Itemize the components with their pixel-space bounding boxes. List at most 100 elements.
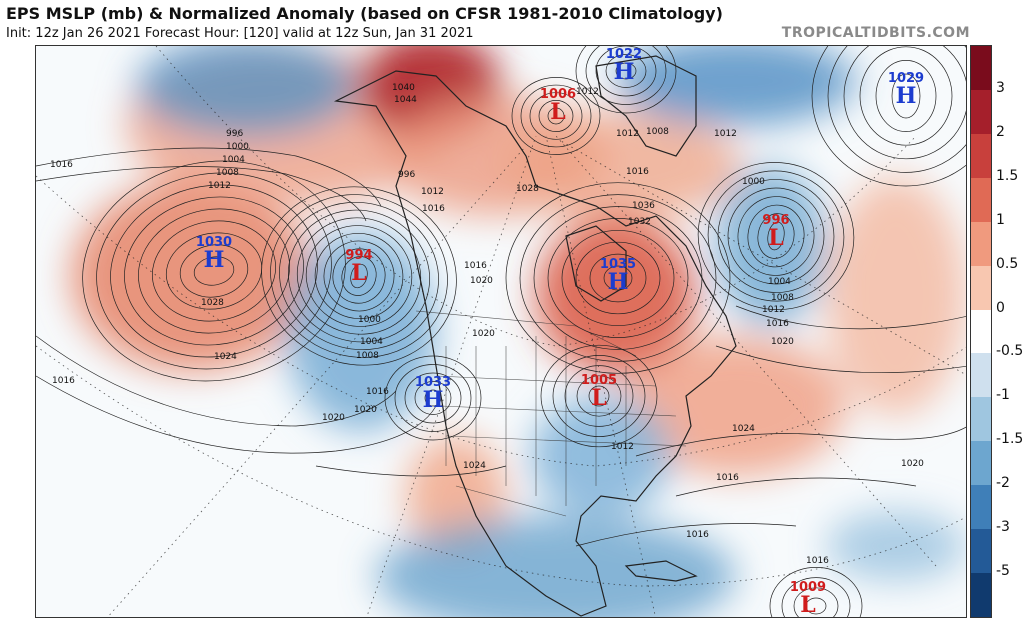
pressure-symbol: H bbox=[895, 83, 917, 109]
isobar-line bbox=[394, 364, 472, 432]
isobar-label: 1012 bbox=[762, 305, 785, 315]
isobar-line bbox=[769, 567, 863, 617]
low-pressure-center: 1005 L bbox=[569, 374, 629, 409]
anomaly-negative-tropics bbox=[826, 511, 966, 581]
isobar-line bbox=[547, 218, 689, 338]
isobar-line bbox=[576, 375, 622, 417]
isobar-label: 1020 bbox=[354, 405, 377, 415]
pressure-value: 1033 bbox=[414, 375, 452, 390]
isobar-line bbox=[341, 256, 377, 296]
isobar-line bbox=[505, 182, 731, 374]
isobar-line bbox=[110, 184, 318, 358]
isobar-label: 1016 bbox=[50, 160, 73, 170]
isobars bbox=[36, 46, 966, 617]
isobar-line bbox=[179, 244, 249, 298]
isobar-label: 1032 bbox=[628, 217, 651, 227]
colorbar-segment bbox=[971, 353, 991, 398]
isobar-line bbox=[296, 217, 422, 335]
isobar-line bbox=[575, 241, 661, 315]
isobar-label: 1016 bbox=[52, 376, 75, 386]
high-pressure-center: 1033 H bbox=[403, 376, 463, 411]
pressure-value: 1030 bbox=[195, 235, 233, 250]
isobar-line bbox=[589, 253, 647, 303]
isobar-label: 1012 bbox=[714, 129, 737, 139]
isobar-line bbox=[811, 46, 966, 187]
isobar-label: 1036 bbox=[632, 201, 655, 211]
pressure-symbol: L bbox=[591, 385, 607, 411]
isobar-line bbox=[635, 426, 966, 457]
anomaly-positive-atlantic bbox=[626, 336, 846, 476]
isobar-line bbox=[165, 232, 263, 310]
isobar-label: 1044 bbox=[394, 95, 417, 105]
isobar-line bbox=[727, 187, 825, 285]
isobar-line bbox=[605, 54, 647, 88]
isobar-label: 1020 bbox=[472, 329, 495, 339]
isobar-line bbox=[511, 77, 601, 155]
colorbar-segment bbox=[971, 485, 991, 530]
pressure-value: 1035 bbox=[599, 257, 637, 272]
isobar-line bbox=[82, 160, 346, 382]
isobar-label: 1016 bbox=[366, 387, 389, 397]
isobar-line bbox=[36, 166, 367, 222]
isobar-label: 1016 bbox=[716, 473, 739, 483]
isobar-line bbox=[270, 194, 448, 358]
isobar-label: 996 bbox=[398, 170, 415, 180]
isobar-line bbox=[404, 372, 462, 424]
chart-title: EPS MSLP (mb) & Normalized Anomaly (base… bbox=[6, 4, 723, 23]
pressure-symbol: L bbox=[550, 99, 566, 125]
isobar-line bbox=[781, 577, 851, 617]
anomaly-positive-east-atlantic bbox=[826, 176, 966, 416]
isobar-label: 1000 bbox=[358, 315, 381, 325]
isobar-line bbox=[585, 46, 667, 105]
isobar-line bbox=[575, 46, 677, 114]
isobar-line bbox=[843, 46, 966, 160]
isobar-label: 1012 bbox=[616, 129, 639, 139]
isobar-line bbox=[735, 305, 966, 330]
isobar-line bbox=[36, 375, 437, 454]
pressure-value: 1029 bbox=[887, 71, 925, 86]
isobar-line bbox=[615, 62, 637, 80]
isobar-line bbox=[891, 73, 921, 119]
meridian-1 bbox=[107, 145, 527, 617]
anomaly-negative-low-west bbox=[286, 231, 436, 431]
isobar-line bbox=[827, 46, 966, 173]
colorbar-segment bbox=[971, 46, 991, 90]
isobar-line bbox=[151, 220, 277, 322]
pressure-symbol: H bbox=[203, 247, 225, 273]
colorbar-segment bbox=[971, 529, 991, 574]
isobar-line bbox=[533, 206, 703, 350]
map-canvas: 996 1000 1004 1008 1012 1016 1016 1020 1024 1028 1… bbox=[36, 46, 966, 617]
colorbar-tick-label: 2 bbox=[996, 123, 1005, 140]
hudson-bay-coastline bbox=[565, 225, 627, 302]
low-pressure-center: 996 L bbox=[746, 214, 806, 249]
colorbar-segment bbox=[971, 133, 991, 178]
graticule bbox=[36, 46, 966, 617]
colorbar-segment bbox=[971, 89, 991, 134]
colorbar-segment bbox=[971, 221, 991, 266]
source-credit: TROPICALTIDBITS.COM bbox=[781, 25, 970, 41]
isobar-line bbox=[350, 263, 368, 289]
isobar-label: 1012 bbox=[576, 87, 599, 97]
isobar-line bbox=[124, 196, 304, 346]
isobar-label: 1028 bbox=[516, 184, 539, 194]
isobar-line bbox=[564, 365, 634, 427]
isobar-line bbox=[859, 46, 953, 146]
isobar-line bbox=[288, 209, 430, 343]
anomaly-positive-hudson bbox=[536, 216, 696, 376]
isobar-label: 1016 bbox=[686, 530, 709, 540]
colorbar-tick-label: -0.5 bbox=[996, 343, 1024, 360]
isobar-label: 1004 bbox=[222, 155, 245, 165]
isobar-label: 1040 bbox=[392, 83, 415, 93]
high-pressure-center: 1035 H bbox=[588, 258, 648, 293]
isobar-line bbox=[717, 179, 835, 293]
isobar-line bbox=[305, 225, 413, 327]
isobar-line bbox=[138, 208, 290, 334]
isobar-line bbox=[96, 172, 332, 370]
pressure-symbol: H bbox=[613, 59, 635, 85]
high-pressure-center: 1022 H bbox=[594, 48, 654, 83]
isobar-labels: 996 1000 1004 1008 1012 1016 1016 1020 1024 1028 1… bbox=[50, 83, 924, 566]
colorbar-segment bbox=[971, 309, 991, 354]
isobar-line bbox=[603, 265, 633, 291]
isobar-label: 1016 bbox=[806, 556, 829, 566]
isobar-line bbox=[793, 587, 839, 617]
